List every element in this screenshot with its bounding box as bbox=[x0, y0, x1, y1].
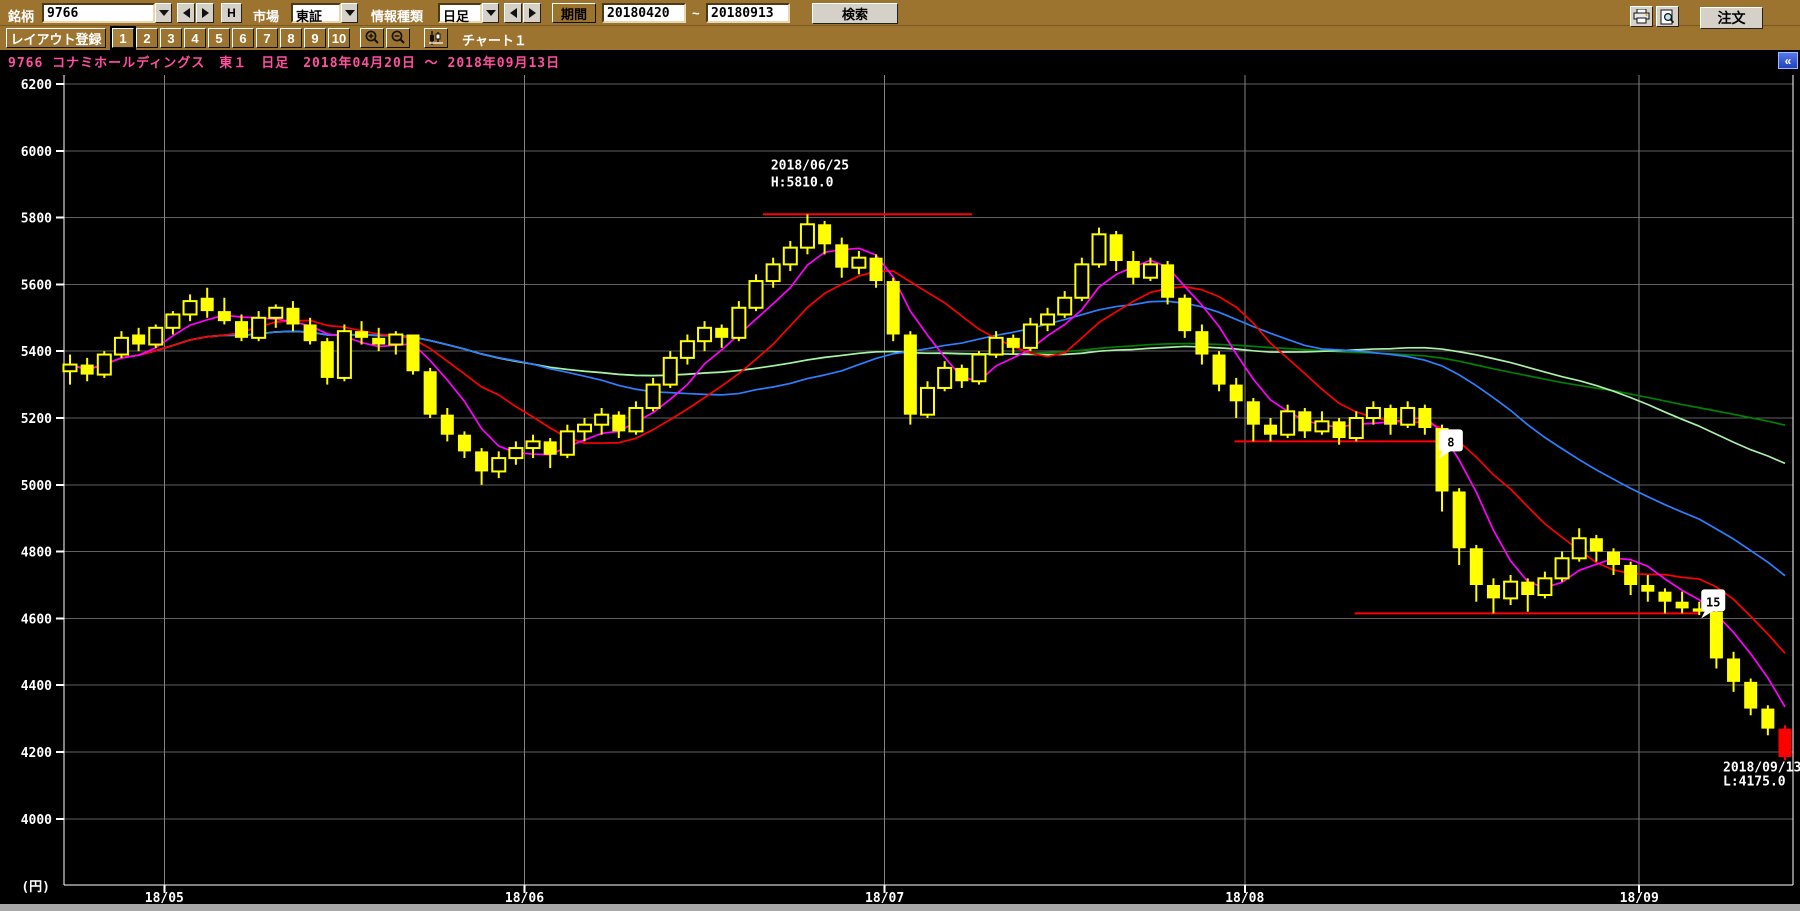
layout-slot-1-button[interactable]: 1 bbox=[110, 26, 136, 50]
prev-stock-button[interactable] bbox=[177, 3, 195, 23]
layout-slot-8-button[interactable]: 8 bbox=[280, 28, 302, 48]
collapse-panel-button[interactable]: « bbox=[1778, 52, 1798, 69]
layout-slot-2-button[interactable]: 2 bbox=[136, 28, 158, 48]
print-button[interactable] bbox=[1630, 6, 1653, 27]
high-annotation: 2018/06/25 H:5810.0 bbox=[771, 158, 849, 190]
svg-text:4400: 4400 bbox=[21, 679, 52, 694]
search-button[interactable]: 検索 bbox=[812, 3, 898, 24]
left-arrow-icon bbox=[509, 8, 517, 18]
chart-name-label: チャート１ bbox=[462, 33, 527, 48]
zoom-out-icon bbox=[391, 30, 405, 44]
info-type-combo[interactable]: 日足 bbox=[438, 3, 482, 25]
chart-title: 9766 コナミホールディングス 東１ 日足 2018年04月20日 ～ 201… bbox=[8, 56, 561, 71]
svg-text:(円): (円) bbox=[21, 880, 50, 895]
info-prev-button[interactable] bbox=[504, 3, 522, 23]
svg-text:6000: 6000 bbox=[21, 145, 52, 160]
layout-toolbar: レイアウト登録 1 2 3 4 5 6 7 8 9 10 チャート１ bbox=[0, 6, 1800, 50]
info-next-button[interactable] bbox=[523, 3, 541, 23]
svg-text:8: 8 bbox=[1447, 435, 1454, 449]
candlestick-icon bbox=[429, 31, 443, 45]
svg-text:5400: 5400 bbox=[21, 345, 52, 360]
ma-10-line bbox=[69, 270, 1786, 654]
svg-text:18/08: 18/08 bbox=[1225, 891, 1264, 904]
candles-layer bbox=[62, 214, 1792, 761]
layout-slot-10-button[interactable]: 10 bbox=[328, 28, 350, 48]
layout-slot-9-button[interactable]: 9 bbox=[304, 28, 326, 48]
info-type-combo-dropdown-button[interactable] bbox=[482, 3, 499, 23]
order-button[interactable]: 注文 bbox=[1700, 7, 1763, 29]
printer-icon bbox=[1633, 9, 1650, 24]
stock-code-combo[interactable]: 9766 bbox=[42, 3, 155, 23]
window-bottom-edge bbox=[0, 904, 1800, 911]
svg-text:4200: 4200 bbox=[21, 746, 52, 761]
main-toolbar: 銘柄 9766 H 市場 東証 情報種類 日足 期間 ~ 検索 bbox=[0, 0, 1800, 26]
svg-text:L:4175.0: L:4175.0 bbox=[1723, 774, 1786, 789]
period-tilde: ~ bbox=[692, 6, 700, 21]
svg-text:18/06: 18/06 bbox=[505, 891, 544, 904]
svg-text:6200: 6200 bbox=[21, 78, 52, 93]
svg-text:2018/06/25: 2018/06/25 bbox=[771, 158, 849, 173]
zoom-in-icon bbox=[365, 30, 379, 44]
period-from-input[interactable] bbox=[602, 3, 686, 23]
period-to-input[interactable] bbox=[706, 3, 790, 23]
stock-combo-dropdown-button[interactable] bbox=[155, 3, 172, 23]
svg-text:5200: 5200 bbox=[21, 412, 52, 427]
right-arrow-icon bbox=[201, 8, 209, 18]
chevron-down-icon bbox=[158, 10, 169, 16]
zoom-in-button[interactable] bbox=[360, 28, 384, 48]
zoom-out-button[interactable] bbox=[386, 28, 410, 48]
layout-slot-4-button[interactable]: 4 bbox=[184, 28, 206, 48]
double-chevron-left-icon: « bbox=[1784, 53, 1792, 68]
moving-average-layer bbox=[69, 247, 1786, 708]
market-label: 市場 bbox=[253, 9, 280, 24]
svg-text:18/05: 18/05 bbox=[145, 891, 184, 904]
svg-text:H:5810.0: H:5810.0 bbox=[771, 175, 834, 190]
svg-text:18/07: 18/07 bbox=[865, 891, 904, 904]
stock-label: 銘柄 bbox=[8, 9, 35, 24]
reference-lines-layer bbox=[762, 213, 1700, 615]
chart-type-button[interactable] bbox=[424, 28, 448, 48]
low-annotation: 2018/09/13L:4175.0 bbox=[1723, 760, 1800, 789]
chevron-down-icon bbox=[485, 10, 496, 16]
svg-text:18/09: 18/09 bbox=[1620, 891, 1659, 904]
chart-title-bar: 9766 コナミホールディングス 東１ 日足 2018年04月20日 ～ 201… bbox=[0, 50, 1800, 71]
print-preview-icon bbox=[1660, 9, 1675, 24]
right-arrow-icon bbox=[528, 8, 536, 18]
print-preview-button[interactable] bbox=[1656, 6, 1679, 27]
svg-text:5600: 5600 bbox=[21, 278, 52, 293]
svg-text:4000: 4000 bbox=[21, 813, 52, 828]
next-stock-button[interactable] bbox=[196, 3, 214, 23]
market-combo-dropdown-button[interactable] bbox=[341, 3, 358, 23]
info-type-label: 情報種類 bbox=[371, 9, 424, 24]
chevron-down-icon bbox=[344, 10, 355, 16]
svg-text:4800: 4800 bbox=[21, 546, 52, 561]
svg-text:5800: 5800 bbox=[21, 212, 52, 227]
left-arrow-icon bbox=[182, 8, 190, 18]
layout-slot-5-button[interactable]: 5 bbox=[208, 28, 230, 48]
layout-slot-3-button[interactable]: 3 bbox=[160, 28, 182, 48]
svg-text:2018/09/13: 2018/09/13 bbox=[1723, 760, 1800, 775]
grid-layer: 6200 6000 5800 5600 5400 5200 5000 4800 4600 4400… bbox=[21, 75, 1794, 904]
annotations-layer: 8 15 2018/06/25 H:5810.0 2018/09/13L:4175.0 bbox=[771, 158, 1800, 789]
history-button[interactable]: H bbox=[221, 3, 242, 23]
signal-badge-8: 8 bbox=[1438, 429, 1463, 459]
ma-5-line bbox=[69, 247, 1786, 708]
svg-text:15: 15 bbox=[1706, 595, 1720, 609]
svg-text:4600: 4600 bbox=[21, 612, 52, 627]
signal-badge-15: 15 bbox=[1701, 589, 1726, 619]
price-chart[interactable]: 6200 6000 5800 5600 5400 5200 5000 4800 4600 4400… bbox=[0, 66, 1800, 904]
layout-slot-6-button[interactable]: 6 bbox=[232, 28, 254, 48]
market-combo[interactable]: 東証 bbox=[291, 3, 341, 25]
layout-register-button[interactable]: レイアウト登録 bbox=[6, 28, 106, 48]
svg-text:5000: 5000 bbox=[21, 479, 52, 494]
layout-slot-7-button[interactable]: 7 bbox=[256, 28, 278, 48]
period-button[interactable]: 期間 bbox=[552, 3, 596, 23]
